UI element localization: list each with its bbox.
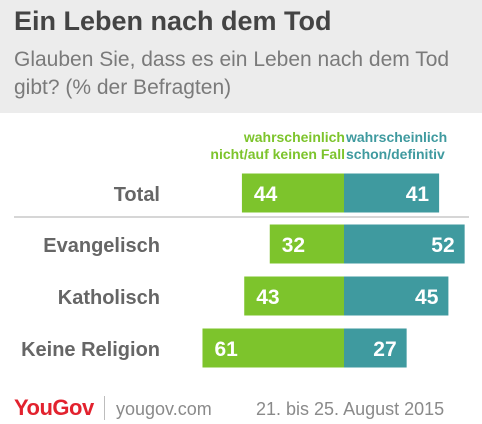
chart-header: Ein Leben nach dem Tod Glauben Sie, dass… — [0, 0, 482, 113]
category-label-keine-religion: Keine Religion — [21, 339, 160, 361]
legend-positive: wahrscheinlich schon/definitiv — [346, 129, 447, 163]
legend-positive-line1: wahrscheinlich — [346, 129, 448, 145]
chart-title: Ein Leben nach dem Tod — [14, 6, 332, 36]
legend-positive-line2: schon/definitiv — [346, 146, 445, 162]
yougov-logo: YouGov — [14, 395, 94, 420]
category-label-evangelisch: Evangelisch — [43, 235, 160, 257]
legend-negative-line1: wahrscheinlich — [243, 129, 345, 145]
value-label-positive-keine-religion: 27 — [373, 338, 396, 361]
value-label-negative-total: 44 — [254, 183, 278, 206]
bar-positive-total — [344, 173, 440, 213]
bar-positive-keine-religion — [344, 328, 407, 368]
bar-positive-evangelisch — [344, 224, 465, 264]
bar-positive-katholisch — [344, 276, 449, 316]
bar-negative-evangelisch — [269, 224, 344, 264]
legend-negative: wahrscheinlich nicht/auf keinen Fall — [210, 129, 345, 163]
value-label-negative-katholisch: 43 — [256, 286, 279, 309]
value-label-negative-evangelisch: 32 — [282, 234, 305, 257]
category-label-total: Total — [114, 184, 160, 206]
value-label-positive-evangelisch: 52 — [431, 234, 454, 257]
value-label-negative-keine-religion: 61 — [214, 338, 238, 361]
bar-negative-katholisch — [244, 276, 344, 316]
value-label-positive-katholisch: 45 — [415, 286, 439, 309]
value-label-positive-total: 41 — [406, 183, 430, 206]
chart-subtitle: Glauben Sie, dass es ein Leben nach dem … — [14, 48, 450, 99]
bar-negative-total — [241, 173, 344, 213]
footer-date: 21. bis 25. August 2015 — [256, 399, 445, 419]
bar-negative-keine-religion — [202, 328, 344, 368]
legend-negative-line2: nicht/auf keinen Fall — [210, 146, 345, 162]
footer-separator — [104, 396, 105, 420]
footer-site: yougov.com — [116, 399, 212, 419]
category-label-katholisch: Katholisch — [58, 287, 160, 309]
total-divider — [14, 216, 469, 218]
